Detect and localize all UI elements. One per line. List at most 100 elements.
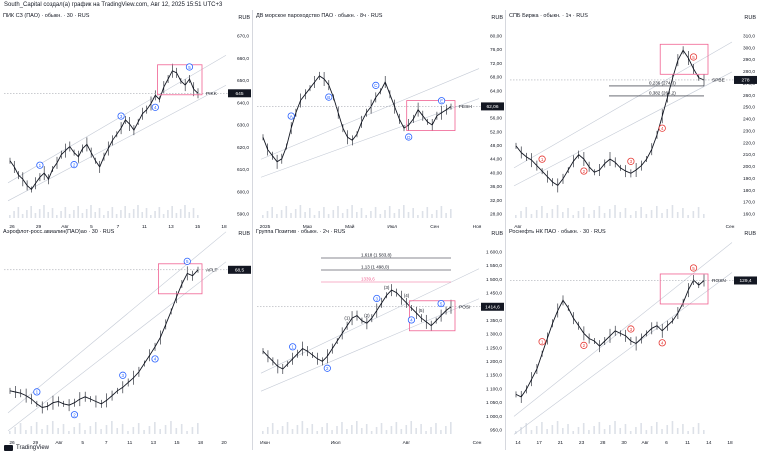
y-tick-label: 32,00	[490, 198, 502, 204]
volume-bar	[624, 424, 627, 434]
chart-title: Роснефть НК ПАО · обыкн. · 30 · RUS	[509, 229, 606, 235]
wave-label-label: 2	[73, 413, 76, 418]
volume-bar	[551, 425, 554, 434]
volume-bar	[68, 214, 71, 218]
volume-bar	[445, 426, 447, 434]
x-tick-label: Июн	[260, 440, 270, 446]
volume-bar	[162, 214, 165, 218]
y-tick-label: 950,0	[490, 428, 502, 434]
x-tick-label: 13	[168, 224, 174, 230]
volume-bar	[286, 422, 289, 434]
wave-label	[437, 299, 445, 308]
x-tick-label: 18	[727, 440, 733, 446]
chart-panel-pikk[interactable]: ПИК СЗ (ПАО) · обыкн. · 30 · RUS RUB 670…	[0, 12, 252, 236]
chart-canvas[interactable]: 26 29 Авг 5 7 11 13 15 18 20 AFLT 68,5 1 2 3 4 5	[0, 228, 252, 452]
chart-panel-spbe[interactable]: СПБ Биржа · обыкн. · 1ч · RUS RUB 310,0 3…	[506, 12, 758, 236]
volume-bar	[356, 212, 358, 218]
x-tick-label: 7	[117, 224, 120, 230]
volume-bar	[400, 429, 403, 434]
wave-label-paren: (4)	[404, 293, 410, 298]
y-tick-label: 670,0	[237, 34, 249, 40]
fib-label: 0,236 (274,3)	[649, 80, 676, 85]
volume-bar	[629, 215, 632, 218]
chart-canvas[interactable]: 1 600,01 550,01 500,01 450,01 400,01 350…	[253, 228, 505, 452]
chart-panel-aflt[interactable]: Аэрофлот-росс.авиалин(ПАО)ао · 30 · RUS …	[0, 228, 252, 452]
wave-label-label: 3	[630, 159, 633, 164]
y-tick-label: 270,0	[743, 81, 755, 87]
y-tick-label: 56,00	[490, 116, 502, 122]
volume-bar	[541, 422, 543, 434]
trend-line	[513, 71, 733, 187]
x-tick-label: 17	[537, 440, 543, 446]
volume-bar	[410, 421, 413, 434]
ticker-label: ROSN	[712, 278, 726, 284]
volume-bar	[609, 425, 611, 434]
x-tick-label: 26	[9, 440, 15, 446]
y-tick-label: 640,0	[237, 100, 249, 106]
chart-panel-posi[interactable]: Группа Позитив · обыкн. · 2ч · RUS RUB 1…	[253, 228, 505, 452]
volume-bar	[530, 430, 533, 434]
wave-label-label: 5	[186, 259, 189, 264]
wave-label-label: 4	[661, 341, 664, 346]
y-tick-label: 1 300,0	[486, 332, 502, 338]
volume-bar	[593, 426, 595, 434]
chart-panel-rosn[interactable]: Роснефть НК ПАО · обыкн. · 30 · RUS RUB …	[506, 228, 758, 452]
volume-bar	[180, 424, 183, 434]
chart-canvas[interactable]: 80,0076,0072,0068,0064,0060,0056,0052,00…	[253, 12, 505, 236]
wave-label-label: 3	[630, 327, 633, 332]
wave-label-label: 4	[410, 318, 413, 323]
volume-bar	[412, 208, 414, 218]
highlight-box	[659, 43, 709, 75]
volume-bar	[703, 214, 705, 218]
y-tick-label: 1 350,0	[486, 318, 502, 324]
volume-bar	[84, 430, 86, 434]
last-price-badge	[734, 276, 757, 285]
wave-label	[658, 124, 666, 132]
volume-bar	[450, 209, 452, 218]
last-price-badge	[228, 265, 251, 274]
volume-bar	[629, 431, 632, 434]
wave-label	[689, 264, 698, 272]
volume-bar	[687, 215, 689, 218]
chart-panel-fesh[interactable]: ДВ морское пароходство ПАО · обыкн. · 8ч…	[253, 12, 505, 236]
volume-bar	[171, 206, 173, 218]
volume-bar	[645, 214, 648, 218]
chart-title: Группа Позитив · обыкн. · 2ч · RUS	[256, 229, 346, 235]
volume-bar	[51, 421, 54, 434]
chart-canvas[interactable]: 670,0 660,0 650,0 640,0 630,0 620,0 610,0 600,0…	[0, 12, 252, 236]
volume-bar	[603, 213, 606, 218]
volume-bar	[415, 428, 417, 434]
volume-bar	[154, 422, 156, 434]
page-header: South_Capital создал(а) график на Tradin…	[4, 2, 223, 8]
volume-bar	[115, 214, 118, 218]
y-tick-label: 610,0	[237, 167, 249, 173]
x-tick-label: 7	[105, 440, 108, 446]
y-tick-label: 620,0	[237, 145, 249, 151]
y-tick-label: 590,0	[237, 212, 249, 218]
ticker-label: POSI	[459, 304, 470, 310]
volume-bar	[306, 428, 309, 434]
wave-label	[151, 355, 159, 363]
y-tick-label: 230,0	[743, 128, 755, 134]
chart-canvas[interactable]: 310,0 300,0 290,0 280,0 270,0 260,0 250,0 240,0…	[506, 12, 758, 236]
volume-bar	[417, 215, 419, 218]
volume-bar	[132, 427, 135, 434]
wave-label-label: 5	[440, 301, 443, 306]
volume-bar	[19, 423, 22, 434]
x-tick-label: 26	[9, 224, 15, 230]
volume-bar	[21, 214, 24, 218]
volume-bar	[192, 208, 195, 218]
volume-bar	[676, 212, 679, 218]
y-tick-label: 600,0	[237, 189, 249, 195]
wave-label	[405, 133, 413, 141]
volume-bar	[154, 211, 156, 218]
x-tick-label: Сен	[473, 440, 482, 446]
wave-label-label: 5	[188, 65, 191, 70]
volume-bar	[191, 427, 194, 434]
y-tick-label: 1 450,0	[486, 291, 502, 297]
volume-bar	[337, 206, 339, 218]
x-tick-label: 2025	[260, 224, 271, 230]
volume-bar	[9, 215, 11, 218]
volume-bar	[515, 215, 517, 218]
